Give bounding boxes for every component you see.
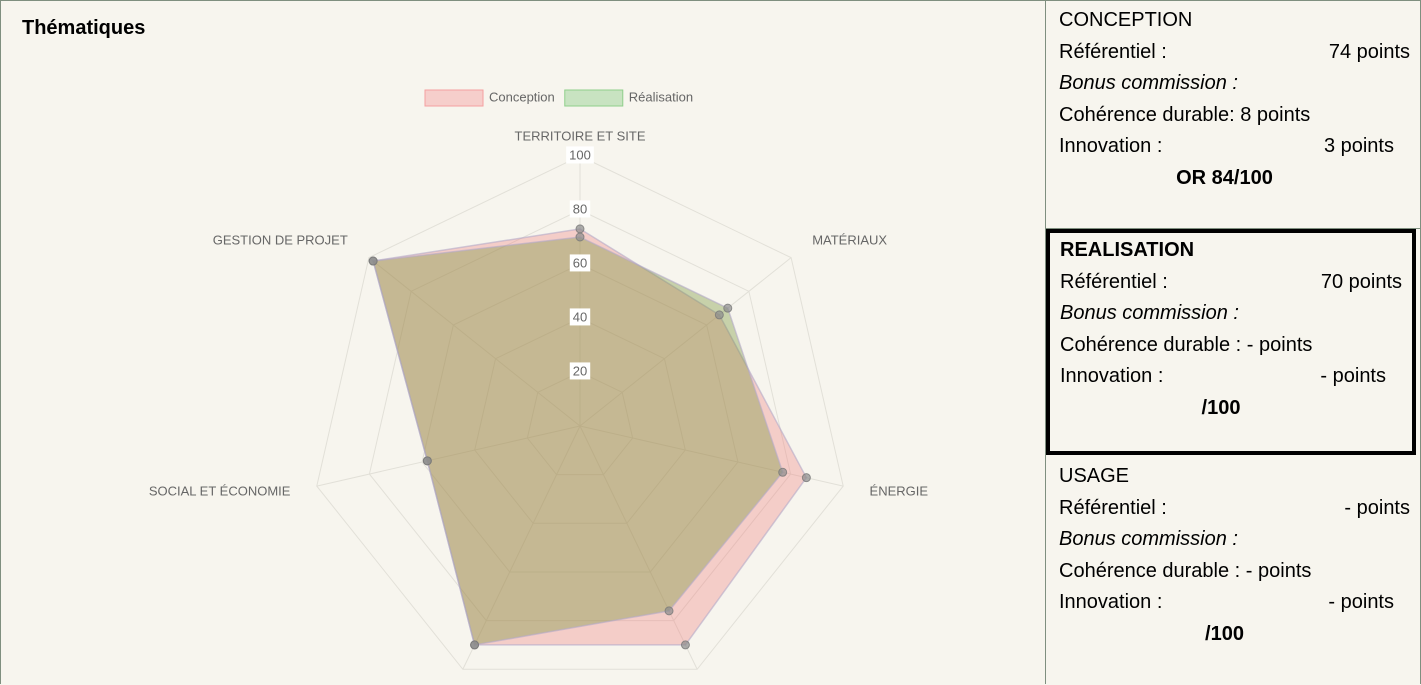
row-label: Innovation : <box>1059 135 1163 157</box>
total: OR 84/100 <box>1176 166 1273 189</box>
spoke <box>579 425 698 670</box>
r-tick-label: 100 <box>569 147 591 162</box>
r-tick-label: 80 <box>573 201 587 216</box>
radar-point <box>575 232 585 242</box>
section-title: REALISATION <box>1060 239 1195 261</box>
row-value: - points <box>1320 365 1386 387</box>
score-row: Référentiel : - points <box>1059 493 1410 525</box>
score-row: Référentiel : 74 points <box>1059 37 1410 69</box>
grid-ring <box>526 371 634 476</box>
grid-ring <box>474 317 686 524</box>
chart: 20 40 60 80 100 TERRITOIRE ET SITE MATÉRIAUX ÉN… <box>149 89 929 670</box>
section-title: USAGE <box>1059 465 1130 487</box>
row-label: Référentiel : <box>1060 270 1168 293</box>
radar-point <box>368 256 378 266</box>
score-row: Référentiel : 70 points <box>1060 267 1402 299</box>
section-title: CONCEPTION <box>1059 9 1193 31</box>
cell-title: Thématiques <box>22 17 146 39</box>
spoke <box>316 425 581 487</box>
tick-backdrop <box>569 308 591 326</box>
row-label: Référentiel : <box>1059 496 1167 519</box>
legend-label: Réalisation <box>629 89 693 104</box>
total: /100 <box>1201 396 1241 419</box>
category-label: TERRITOIRE ET SITE <box>515 128 646 143</box>
spoke <box>579 257 792 427</box>
category-label: ÉNERGIE <box>870 484 929 499</box>
bonus-label: Bonus commission : <box>1060 302 1239 324</box>
radar-point <box>422 456 432 466</box>
row-value: 3 points <box>1323 135 1394 157</box>
score-section: USAGE Référentiel : - points Bonus commissi… <box>1046 457 1420 685</box>
coherence-row: Cohérence durable : - points <box>1059 559 1312 582</box>
radar-point <box>778 467 788 477</box>
radar-point <box>470 640 480 650</box>
tick-backdrop <box>566 146 594 164</box>
tick-backdrop <box>569 254 591 272</box>
chart-cell: Thématiques 20 40 60 80 100 TERRITOIRE ET SIT… <box>0 0 1046 684</box>
r-tick-label: 20 <box>573 363 587 378</box>
radar-point <box>801 473 811 483</box>
bonus-label: Bonus commission : <box>1059 72 1238 94</box>
r-tick-label: 40 <box>573 309 587 324</box>
coherence-row: Cohérence durable: 8 points <box>1059 103 1311 126</box>
category-label: MATÉRIAUX <box>812 232 887 247</box>
total: /100 <box>1205 622 1244 645</box>
row-value: 70 points <box>1320 270 1402 293</box>
legend-swatch <box>424 89 484 107</box>
legend-swatch <box>564 89 624 107</box>
radar-point <box>714 310 724 320</box>
row-label: Innovation : <box>1060 365 1164 387</box>
legend-label: Conception <box>489 89 555 104</box>
radar-point <box>680 640 690 650</box>
grid-ring <box>421 263 739 573</box>
radar-area <box>372 236 784 646</box>
legend: Conception Réalisation <box>424 89 693 107</box>
coherence-row: Cohérence durable : - points <box>1060 333 1313 356</box>
row-value: - points <box>1328 591 1394 613</box>
row-label: Innovation : <box>1059 591 1163 613</box>
score-section: REALISATION Référentiel : 70 points Bonus c… <box>1046 229 1416 455</box>
tick-backdrop <box>569 200 591 218</box>
tick-backdrop <box>569 362 591 380</box>
score-row: Innovation : - points <box>1059 587 1410 619</box>
category-label: SOCIAL ET ÉCONOMIE <box>149 484 291 499</box>
score-section: CONCEPTION Référentiel : 74 points Bonus co… <box>1046 1 1420 229</box>
spoke <box>462 425 581 670</box>
row-value: - points <box>1344 496 1410 519</box>
score-row: Innovation : 3 points <box>1059 131 1410 163</box>
row-label: Référentiel : <box>1059 40 1167 63</box>
grid-ring <box>316 155 844 670</box>
radar-point <box>664 606 674 616</box>
spoke <box>579 425 844 487</box>
r-tick-label: 60 <box>573 255 587 270</box>
radar-point <box>723 303 733 313</box>
bonus-label: Bonus commission : <box>1059 528 1238 550</box>
radar-point <box>575 224 585 234</box>
row-value: 74 points <box>1328 40 1410 63</box>
spoke <box>368 257 581 427</box>
score-panel: CONCEPTION Référentiel : 74 points Bonus co… <box>1046 0 1421 684</box>
score-row: Innovation : - points <box>1060 361 1402 393</box>
category-label: GESTION DE PROJET <box>213 232 348 247</box>
grid-ring <box>368 209 792 622</box>
